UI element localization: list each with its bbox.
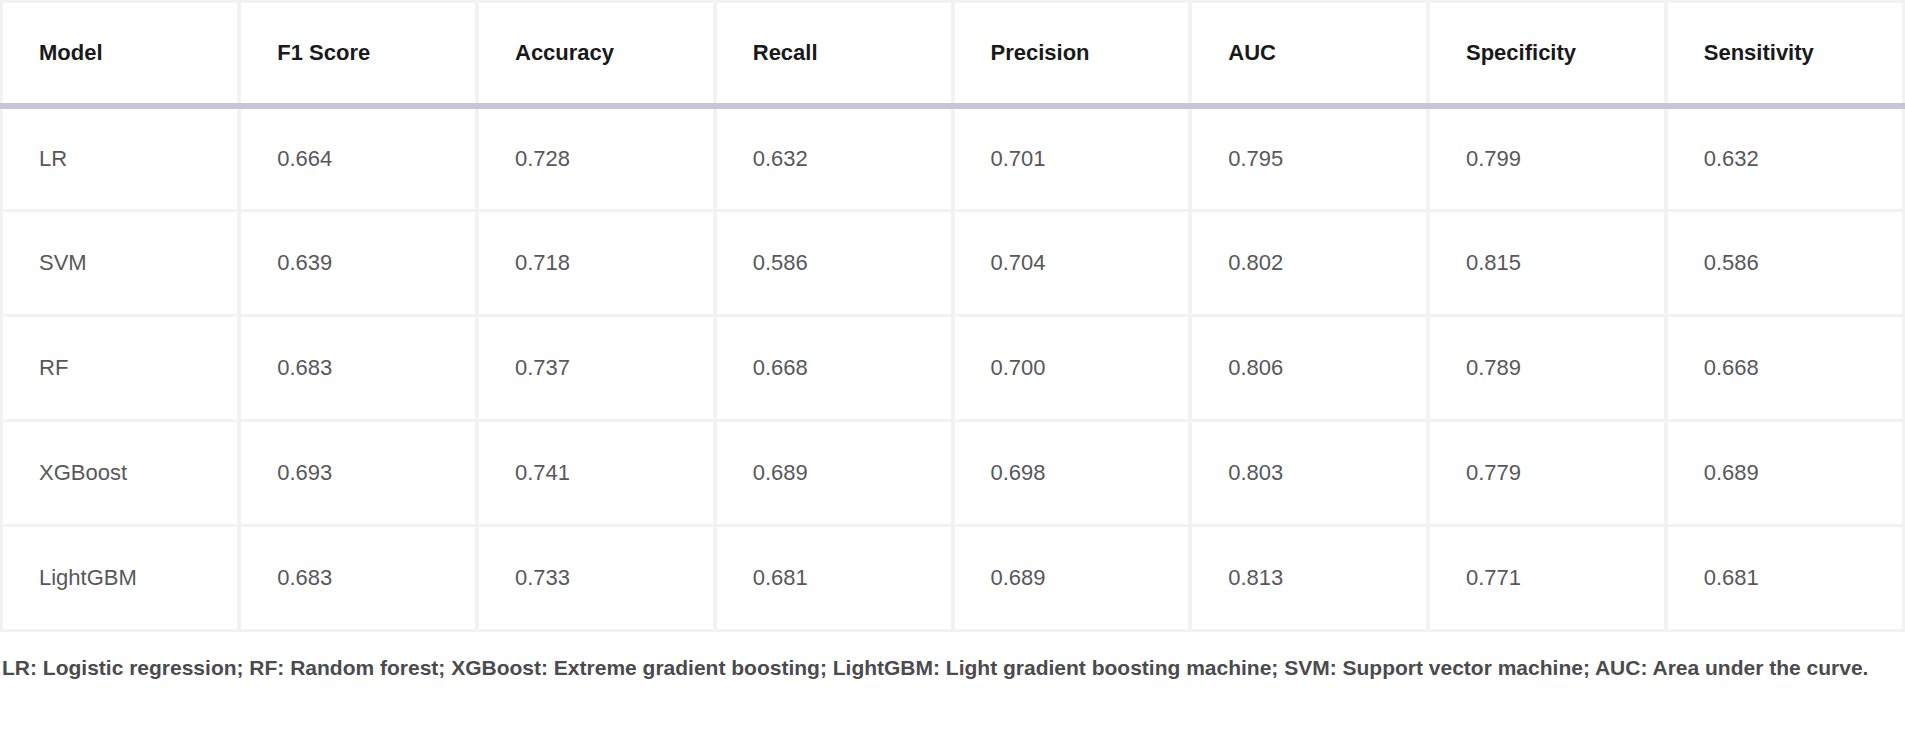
metric-cell: 0.802 (1190, 211, 1428, 316)
metric-cell: 0.815 (1428, 211, 1666, 316)
metric-cell: 0.586 (715, 211, 953, 316)
metric-cell: 0.664 (239, 106, 477, 211)
table-row-rf: RF 0.683 0.737 0.668 0.700 0.806 0.789 0… (2, 316, 1904, 421)
metric-cell: 0.806 (1190, 316, 1428, 421)
metric-cell: 0.689 (953, 526, 1191, 631)
metric-cell: 0.771 (1428, 526, 1666, 631)
table-row-lr: LR 0.664 0.728 0.632 0.701 0.795 0.799 0… (2, 106, 1904, 211)
metric-cell: 0.718 (477, 211, 715, 316)
model-name-cell: LightGBM (2, 526, 240, 631)
table-row-lightgbm: LightGBM 0.683 0.733 0.681 0.689 0.813 0… (2, 526, 1904, 631)
column-header-f1-score: F1 Score (239, 2, 477, 106)
table-row-xgboost: XGBoost 0.693 0.741 0.689 0.698 0.803 0.… (2, 421, 1904, 526)
metric-cell: 0.789 (1428, 316, 1666, 421)
model-performance-table: Model F1 Score Accuracy Recall Precision… (0, 0, 1905, 632)
model-name-cell: XGBoost (2, 421, 240, 526)
column-header-model: Model (2, 2, 240, 106)
metric-cell: 0.728 (477, 106, 715, 211)
metric-cell: 0.799 (1428, 106, 1666, 211)
metric-cell: 0.704 (953, 211, 1191, 316)
metric-cell: 0.681 (1666, 526, 1904, 631)
model-name-cell: SVM (2, 211, 240, 316)
metric-cell: 0.693 (239, 421, 477, 526)
model-name-cell: LR (2, 106, 240, 211)
metric-cell: 0.632 (1666, 106, 1904, 211)
metric-cell: 0.683 (239, 316, 477, 421)
metric-cell: 0.689 (1666, 421, 1904, 526)
table-row-svm: SVM 0.639 0.718 0.586 0.704 0.802 0.815 … (2, 211, 1904, 316)
column-header-accuracy: Accuracy (477, 2, 715, 106)
metric-cell: 0.813 (1190, 526, 1428, 631)
metric-cell: 0.639 (239, 211, 477, 316)
metric-cell: 0.741 (477, 421, 715, 526)
metric-cell: 0.632 (715, 106, 953, 211)
metric-cell: 0.689 (715, 421, 953, 526)
metric-cell: 0.701 (953, 106, 1191, 211)
column-header-precision: Precision (953, 2, 1191, 106)
column-header-specificity: Specificity (1428, 2, 1666, 106)
metric-cell: 0.668 (1666, 316, 1904, 421)
column-header-recall: Recall (715, 2, 953, 106)
column-header-auc: AUC (1190, 2, 1428, 106)
metric-cell: 0.698 (953, 421, 1191, 526)
metric-cell: 0.733 (477, 526, 715, 631)
table-footnote: LR: Logistic regression; RF: Random fore… (0, 652, 1895, 685)
metric-cell: 0.683 (239, 526, 477, 631)
column-header-sensitivity: Sensitivity (1666, 2, 1904, 106)
metric-cell: 0.586 (1666, 211, 1904, 316)
metric-cell: 0.681 (715, 526, 953, 631)
model-name-cell: RF (2, 316, 240, 421)
metric-cell: 0.803 (1190, 421, 1428, 526)
metric-cell: 0.779 (1428, 421, 1666, 526)
metric-cell: 0.700 (953, 316, 1191, 421)
metric-cell: 0.737 (477, 316, 715, 421)
metric-cell: 0.795 (1190, 106, 1428, 211)
header-row: Model F1 Score Accuracy Recall Precision… (2, 2, 1904, 106)
metric-cell: 0.668 (715, 316, 953, 421)
